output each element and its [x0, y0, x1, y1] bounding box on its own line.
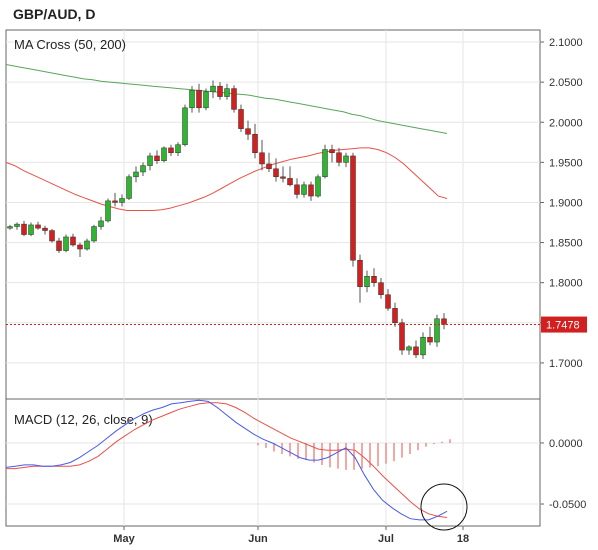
candle-body [182, 107, 188, 145]
annotation-circle [420, 483, 468, 531]
candle-body [420, 336, 426, 356]
candle-body [175, 144, 181, 153]
candle-body [56, 240, 62, 251]
macd-panel-frame [5, 398, 541, 527]
macd-line [5, 399, 448, 521]
x-tick-label: Jul [378, 533, 394, 545]
candle-body [343, 155, 349, 163]
candle-body [231, 88, 237, 110]
price-panel-label: MA Cross (50, 200) [14, 37, 126, 52]
candle-body [112, 200, 118, 203]
candle-body [42, 227, 48, 231]
macd-y-tick-label: -0.0500 [549, 499, 586, 511]
candle-body [273, 168, 279, 178]
candle-body [371, 276, 377, 283]
candle-body [14, 223, 20, 227]
candle-body [322, 149, 328, 178]
candle-body [350, 155, 356, 261]
candle-body [238, 109, 244, 129]
candle-body [364, 276, 370, 287]
candle-body [392, 308, 398, 324]
candle-body [126, 176, 132, 199]
candle-body [168, 147, 174, 153]
candle-body [105, 200, 111, 222]
y-tick-label: 1.7000 [549, 358, 583, 370]
candle-body [77, 244, 83, 250]
candle-body [357, 259, 363, 287]
candle-body [210, 85, 216, 93]
candle-body [28, 224, 34, 235]
candle-body [84, 240, 90, 250]
candle-body [161, 147, 167, 162]
last-price-label: 1.7478 [546, 320, 580, 332]
candle-body [70, 236, 76, 246]
y-tick-label: 1.9000 [549, 197, 583, 209]
candle-body [287, 178, 293, 186]
x-tick-label: May [113, 533, 135, 545]
candle-body [49, 230, 55, 242]
candle-body [301, 184, 307, 195]
candle-body [315, 176, 321, 197]
candle-body [63, 236, 69, 251]
candle-body [217, 85, 223, 97]
candle-body [35, 224, 41, 229]
candle-body [203, 91, 209, 109]
candle-body [140, 165, 146, 173]
candle-body [378, 282, 384, 295]
candle-body [154, 155, 160, 162]
candle-body [385, 294, 391, 309]
candle-body [280, 176, 286, 179]
last-price-badge [541, 316, 587, 333]
candle-body [441, 318, 447, 325]
candle-body [329, 149, 335, 153]
candle-body [147, 155, 153, 166]
candle-body [427, 336, 433, 343]
y-tick-label: 2.0000 [549, 117, 583, 129]
y-tick-label: 2.0500 [549, 77, 583, 89]
macd-signal-line [6, 402, 448, 518]
candle-body [119, 198, 125, 203]
candle-body [189, 89, 195, 109]
candle-body [133, 171, 139, 178]
candle-body [434, 318, 440, 343]
candle-body [336, 152, 342, 163]
price-panel-frame [5, 29, 541, 400]
y-tick-label: 1.8000 [549, 278, 583, 290]
x-tick-label: Jun [248, 533, 268, 545]
candle-body [413, 346, 419, 356]
candle-body [252, 134, 258, 153]
candle-body [224, 88, 230, 97]
candle-body [294, 184, 300, 195]
chart-title: GBP/AUD, D [13, 6, 96, 22]
candle-body [7, 226, 13, 229]
macd-panel-label: MACD (12, 26, close, 9) [14, 412, 153, 427]
candle-body [406, 346, 412, 351]
candle-body [245, 128, 251, 135]
macd-y-tick-label: 0.0000 [549, 438, 583, 450]
candle-body [399, 322, 405, 351]
y-tick-label: 1.9500 [549, 157, 583, 169]
candle-body [308, 184, 314, 197]
y-tick-label: 1.8500 [549, 238, 583, 250]
x-tick-label: 18 [457, 533, 469, 545]
candle-body [21, 223, 27, 235]
candle-body [91, 226, 97, 242]
candle-body [196, 89, 202, 109]
y-tick-label: 2.1000 [549, 37, 583, 49]
candle-body [259, 152, 265, 165]
ma50-line [5, 147, 448, 211]
candle-body [98, 220, 104, 227]
candle-body [266, 163, 272, 170]
